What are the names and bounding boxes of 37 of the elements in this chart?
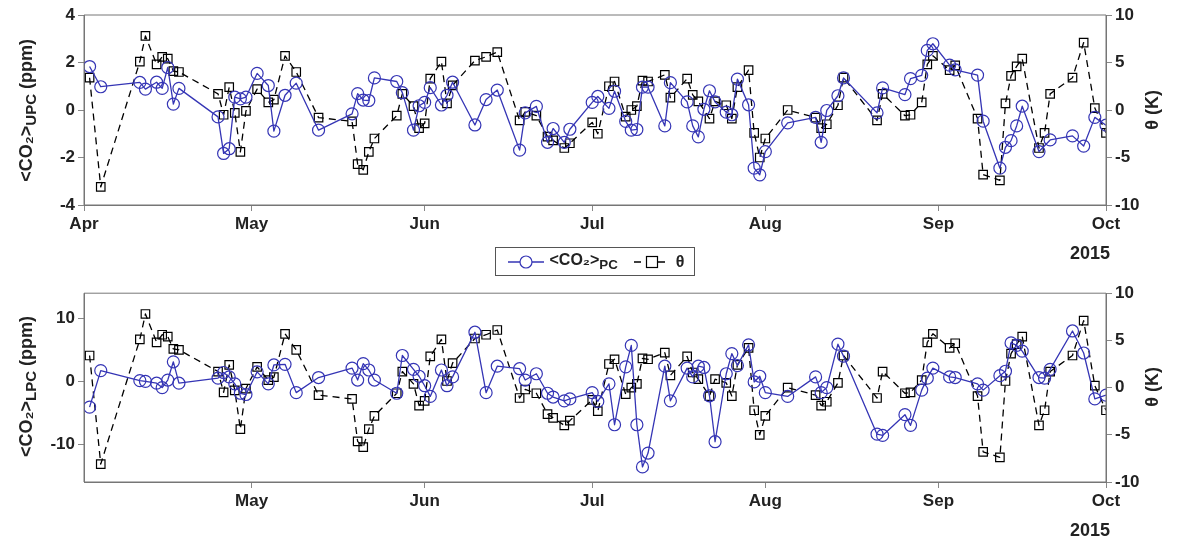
y2-tick-label: -10	[1115, 194, 1140, 214]
y-tick-label: -2	[59, 147, 75, 167]
y2-tick-label: 10	[1115, 4, 1134, 24]
y2-tick-label: -5	[1115, 424, 1131, 444]
y-tick-label: 2	[65, 52, 75, 72]
x-tick-label: Oct	[1091, 490, 1121, 510]
y2-tick-label: 0	[1115, 377, 1125, 397]
x-tick-label: Sep	[922, 213, 955, 233]
x-tick-label: May	[235, 490, 269, 510]
y2-tick-label: -10	[1115, 471, 1140, 491]
y2-tick-label: 10	[1115, 282, 1134, 302]
x-tick-label: May	[235, 213, 269, 233]
x-tick-label: Jul	[579, 213, 605, 233]
x-tick-label: Apr	[69, 213, 100, 233]
x-tick-label: Aug	[748, 213, 782, 233]
x-tick-label: Jul	[579, 490, 605, 510]
x-tick-label: Sep	[922, 490, 955, 510]
legend-label: θ	[675, 252, 685, 271]
y2-tick-label: 5	[1115, 330, 1125, 350]
y-tick-label: -10	[50, 433, 75, 453]
x-tick-label: Jun	[409, 490, 440, 510]
y-tick-label: 10	[56, 308, 75, 328]
y2-axis-title: θ (K)	[1142, 366, 1163, 407]
x-tick-label: Aug	[748, 490, 782, 510]
y2-tick-label: 0	[1115, 99, 1125, 119]
y-tick-label: 0	[65, 370, 75, 390]
y2-axis-title: θ (K)	[1142, 90, 1163, 130]
y-tick-label: -4	[59, 194, 76, 214]
legend-label: <CO₂>$_{PC}$	[549, 251, 618, 273]
x-axis-title: 2015	[1070, 243, 1111, 264]
x-axis-title: 2015	[1070, 520, 1111, 541]
y-tick-label: 0	[65, 99, 75, 119]
y2-tick-label: -5	[1115, 147, 1131, 167]
y-tick-label: 4	[65, 4, 76, 24]
x-tick-label: Oct	[1091, 213, 1121, 233]
y2-tick-label: 5	[1115, 52, 1125, 72]
x-tick-label: Jun	[409, 213, 440, 233]
